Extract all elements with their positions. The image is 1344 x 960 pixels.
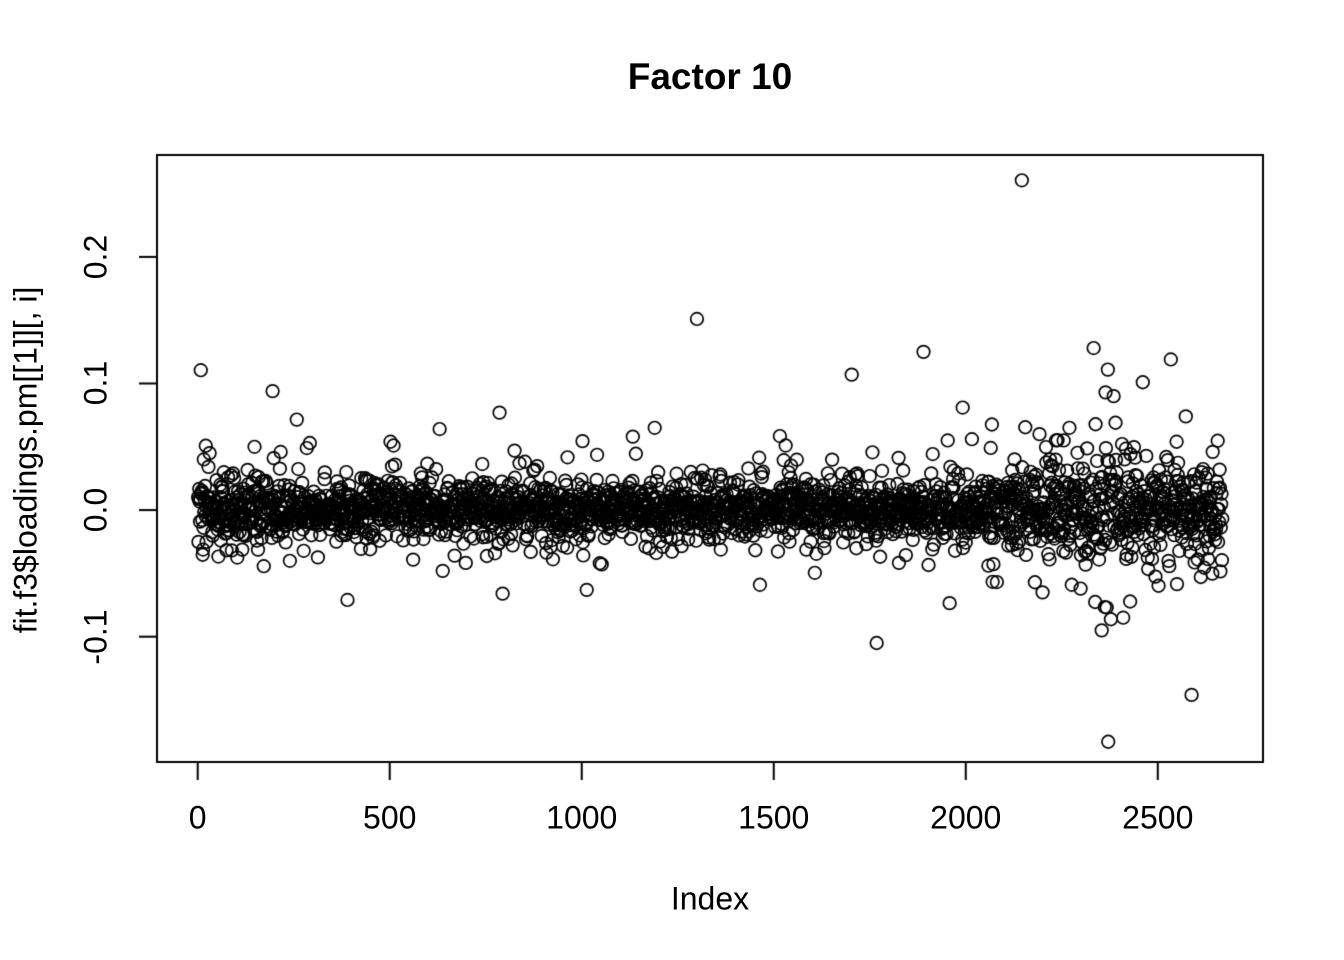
y-tick-label: -0.1 <box>77 609 114 665</box>
x-tick-label: 2500 <box>1122 799 1194 836</box>
x-tick-label: 0 <box>188 799 207 836</box>
y-tick-label: 0.1 <box>77 361 114 406</box>
x-tick-label: 1500 <box>738 799 810 836</box>
chart-title: Factor 10 <box>627 56 793 97</box>
x-tick-label: 1000 <box>546 799 618 836</box>
x-tick-label: 2000 <box>930 799 1002 836</box>
y-tick-label: 0.0 <box>77 487 114 533</box>
x-tick-label: 500 <box>363 799 417 836</box>
y-tick-label: 0.2 <box>77 234 114 280</box>
x-axis-label: Index <box>670 880 750 917</box>
y-axis-label: fit.f3$loadings.pm[[1]][, i] <box>7 286 44 634</box>
